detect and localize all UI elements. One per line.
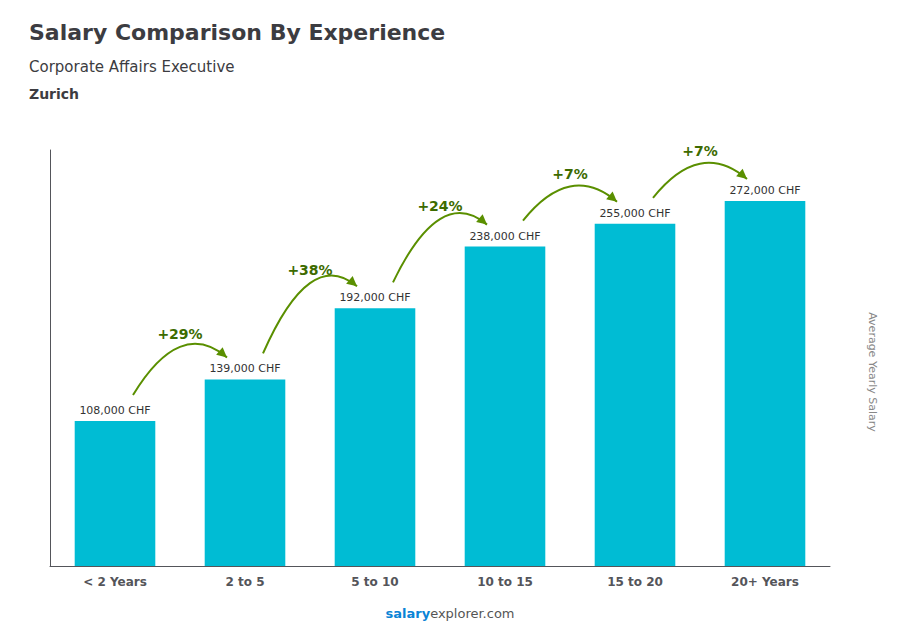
svg-text:Salary Comparison By Experienc: Salary Comparison By Experience — [29, 20, 445, 45]
svg-text:+7%: +7% — [552, 166, 588, 182]
svg-text:20+ Years: 20+ Years — [731, 575, 799, 589]
svg-text:Corporate Affairs Executive: Corporate Affairs Executive — [29, 58, 235, 76]
svg-text:+24%: +24% — [417, 198, 462, 214]
svg-text:+38%: +38% — [287, 262, 332, 278]
svg-text:Zurich: Zurich — [29, 86, 79, 102]
svg-text:139,000 CHF: 139,000 CHF — [209, 362, 280, 375]
svg-text:2 to 5: 2 to 5 — [225, 575, 264, 589]
svg-text:< 2 Years: < 2 Years — [83, 575, 147, 589]
svg-text:5 to 10: 5 to 10 — [351, 575, 398, 589]
svg-text:+29%: +29% — [157, 326, 202, 342]
svg-text:explorer.com: explorer.com — [430, 606, 514, 621]
svg-text:192,000 CHF: 192,000 CHF — [339, 291, 410, 304]
svg-text:272,000 CHF: 272,000 CHF — [729, 184, 800, 197]
svg-text:108,000 CHF: 108,000 CHF — [79, 404, 150, 417]
svg-text:Average Yearly Salary: Average Yearly Salary — [866, 312, 879, 432]
svg-text:255,000 CHF: 255,000 CHF — [599, 207, 670, 220]
svg-text:+7%: +7% — [682, 143, 718, 159]
svg-text:salary: salary — [385, 606, 430, 621]
svg-text:10 to 15: 10 to 15 — [477, 575, 533, 589]
svg-text:238,000 CHF: 238,000 CHF — [469, 230, 540, 243]
svg-text:15 to 20: 15 to 20 — [607, 575, 663, 589]
